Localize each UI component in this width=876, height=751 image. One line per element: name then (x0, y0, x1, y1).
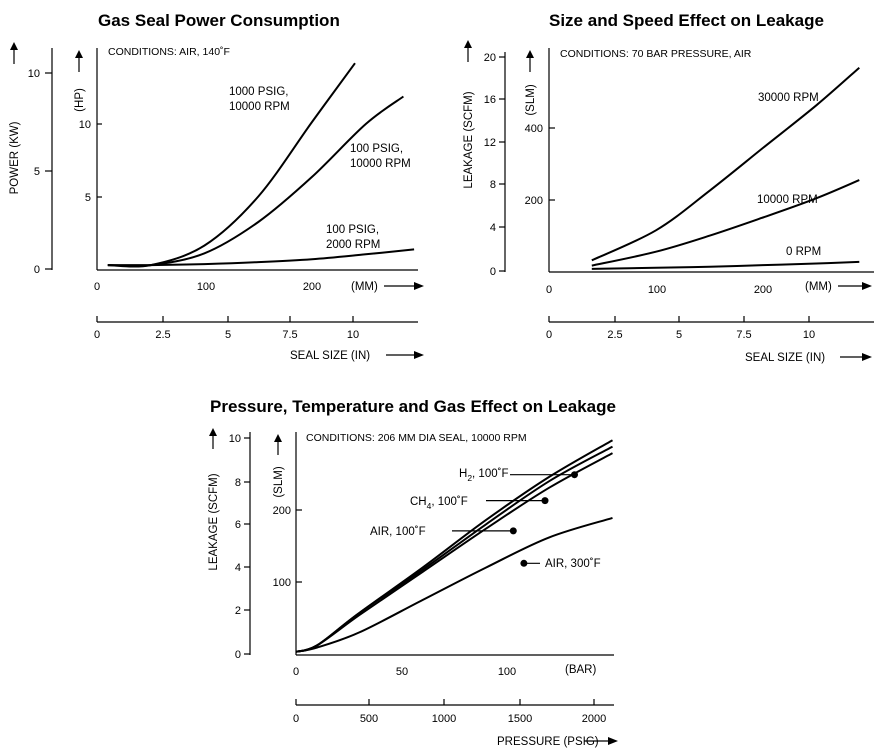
chart1-mm-tick-label: 100 (197, 281, 215, 293)
chart3-series-label-air-300f: AIR, 300˚F (545, 558, 601, 570)
chart3-psig-tick-label: 2000 (582, 713, 606, 725)
chart3-scfm-label: LEAKAGE (SCFM) (208, 473, 220, 570)
chart3-scfm-tick-label: 0 (235, 649, 241, 661)
chart-power-consumption: Gas Seal Power Consumption CONDITIONS: A… (9, 11, 424, 362)
chart3-scfm-tick-label: 2 (235, 605, 241, 617)
chart2-in-tick-label: 5 (676, 329, 682, 341)
chart1-kw-tick-label: 10 (28, 68, 40, 80)
chart2-series-10000rpm (591, 179, 860, 267)
chart3-scfm-tick-label: 6 (235, 519, 241, 531)
chart2-scfm-tick-label: 16 (484, 94, 496, 106)
chart2-mm-tick-label: 200 (754, 284, 772, 296)
chart2-title: Size and Speed Effect on Leakage (549, 11, 824, 30)
chart1-mm-arrowhead (414, 282, 424, 290)
chart3-psig-tick-label: 500 (360, 713, 378, 725)
chart1-title: Gas Seal Power Consumption (98, 11, 340, 30)
chart3-conditions: CONDITIONS: 206 MM DIA SEAL, 10000 RPM (306, 432, 527, 444)
chart3-series-air-100f (295, 452, 613, 653)
chart1-series-100psig-2000rpm (107, 248, 415, 267)
chart1-in-tick-label: 2.5 (155, 329, 170, 341)
chart2-in-tick-label: 0 (546, 329, 552, 341)
chart1-mm-tick-label: 0 (94, 281, 100, 293)
chart3-slm-tick-label: 100 (273, 577, 291, 589)
chart2-scfm-tick-label: 12 (484, 137, 496, 149)
chart1-kw-tick-label: 0 (34, 264, 40, 276)
chart3-title: Pressure, Temperature and Gas Effect on … (210, 397, 616, 416)
chart1-series-label: 1000 PSIG, (229, 86, 288, 98)
chart2-in-label: SEAL SIZE (IN) (745, 352, 825, 364)
chart1-in-arrowhead (414, 351, 424, 359)
chart1-hp-arrowhead (75, 50, 83, 58)
chart1-conditions: CONDITIONS: AIR, 140˚F (108, 46, 230, 58)
chart1-series-label: 100 PSIG, (350, 143, 403, 155)
chart1-series-label: 10000 RPM (229, 101, 290, 113)
chart2-mm-tick-label: 0 (546, 284, 552, 296)
chart3-psig-label: PRESSURE (PSIG) (497, 736, 599, 748)
chart2-scfm-tick-label: 4 (490, 222, 496, 234)
chart3-series-label-h2: H2, 100˚F (459, 468, 508, 483)
chart2-scfm-arrowhead (464, 40, 472, 48)
chart2-in-tick-label: 2.5 (607, 329, 622, 341)
chart3-slm-label: (SLM) (273, 466, 285, 497)
chart2-slm-label: (SLM) (525, 84, 537, 115)
chart1-series-label: 100 PSIG, (326, 224, 379, 236)
chart3-scfm-arrowhead (209, 428, 217, 436)
chart1-in-tick-label: 5 (225, 329, 231, 341)
chart1-in-tick-label: 7.5 (282, 329, 297, 341)
chart3-series-label-air-100f: AIR, 100˚F (370, 526, 426, 538)
chart3-psig-arrowhead (608, 737, 618, 745)
chart1-kw-arrowhead (10, 42, 18, 50)
chart1-series-label: 10000 RPM (350, 158, 411, 170)
chart3-series-air-300f (295, 516, 613, 653)
chart2-scfm-label: LEAKAGE (SCFM) (463, 91, 475, 188)
chart2-series-0rpm (591, 260, 860, 270)
chart3-series-label-ch4: CH4, 100˚F (410, 496, 468, 511)
chart1-kw-tick-label: 5 (34, 166, 40, 178)
chart2-series-label: 0 RPM (786, 246, 821, 258)
chart1-hp-tick-label: 10 (79, 119, 91, 131)
chart2-mm-label: (MM) (805, 281, 832, 293)
chart3-scfm-tick-label: 4 (235, 562, 241, 574)
chart3-bar-label: (BAR) (565, 664, 596, 676)
chart1-series-label: 2000 RPM (326, 239, 380, 251)
chart3-slm-arrowhead (274, 434, 282, 442)
chart1-in-tick-label: 0 (94, 329, 100, 341)
chart2-slm-tick-label: 400 (525, 123, 543, 135)
chart1-hp-label: (HP) (74, 88, 86, 112)
chart2-scfm-tick-label: 20 (484, 52, 496, 64)
chart3-psig-tick-label: 1500 (508, 713, 532, 725)
chart3-psig-tick-label: 0 (293, 713, 299, 725)
chart-pressure-temp-gas-leakage: Pressure, Temperature and Gas Effect on … (208, 397, 618, 748)
chart1-mm-label: (MM) (351, 281, 378, 293)
chart3-bar-tick-label: 50 (396, 666, 408, 678)
chart2-series-label: 30000 RPM (758, 92, 819, 104)
chart1-mm-tick-label: 200 (303, 281, 321, 293)
chart2-scfm-tick-label: 0 (490, 266, 496, 278)
chart3-psig-tick-label: 1000 (432, 713, 456, 725)
chart2-mm-arrowhead (862, 282, 872, 290)
chart2-conditions: CONDITIONS: 70 BAR PRESSURE, AIR (560, 48, 752, 60)
chart2-slm-arrowhead (526, 50, 534, 58)
chart2-in-arrowhead (862, 353, 872, 361)
chart2-series-30000rpm (591, 66, 860, 262)
chart1-in-label: SEAL SIZE (IN) (290, 350, 370, 362)
chart3-bar-tick-label: 100 (498, 666, 516, 678)
chart2-mm-tick-label: 100 (648, 284, 666, 296)
chart-size-speed-leakage: Size and Speed Effect on Leakage CONDITI… (463, 11, 874, 364)
chart2-slm-tick-label: 200 (525, 195, 543, 207)
chart2-scfm-tick-label: 8 (490, 179, 496, 191)
chart3-scfm-tick-label: 8 (235, 477, 241, 489)
chart1-in-tick-label: 10 (347, 329, 359, 341)
chart2-in-tick-label: 7.5 (736, 329, 751, 341)
chart2-series-label: 10000 RPM (757, 194, 818, 206)
chart3-scfm-tick-label: 10 (229, 433, 241, 445)
chart2-in-tick-label: 10 (803, 329, 815, 341)
chart1-hp-tick-label: 5 (85, 192, 91, 204)
chart3-slm-tick-label: 200 (273, 505, 291, 517)
chart3-bar-tick-label: 0 (293, 666, 299, 678)
chart1-kw-label: POWER (KW) (9, 121, 21, 194)
